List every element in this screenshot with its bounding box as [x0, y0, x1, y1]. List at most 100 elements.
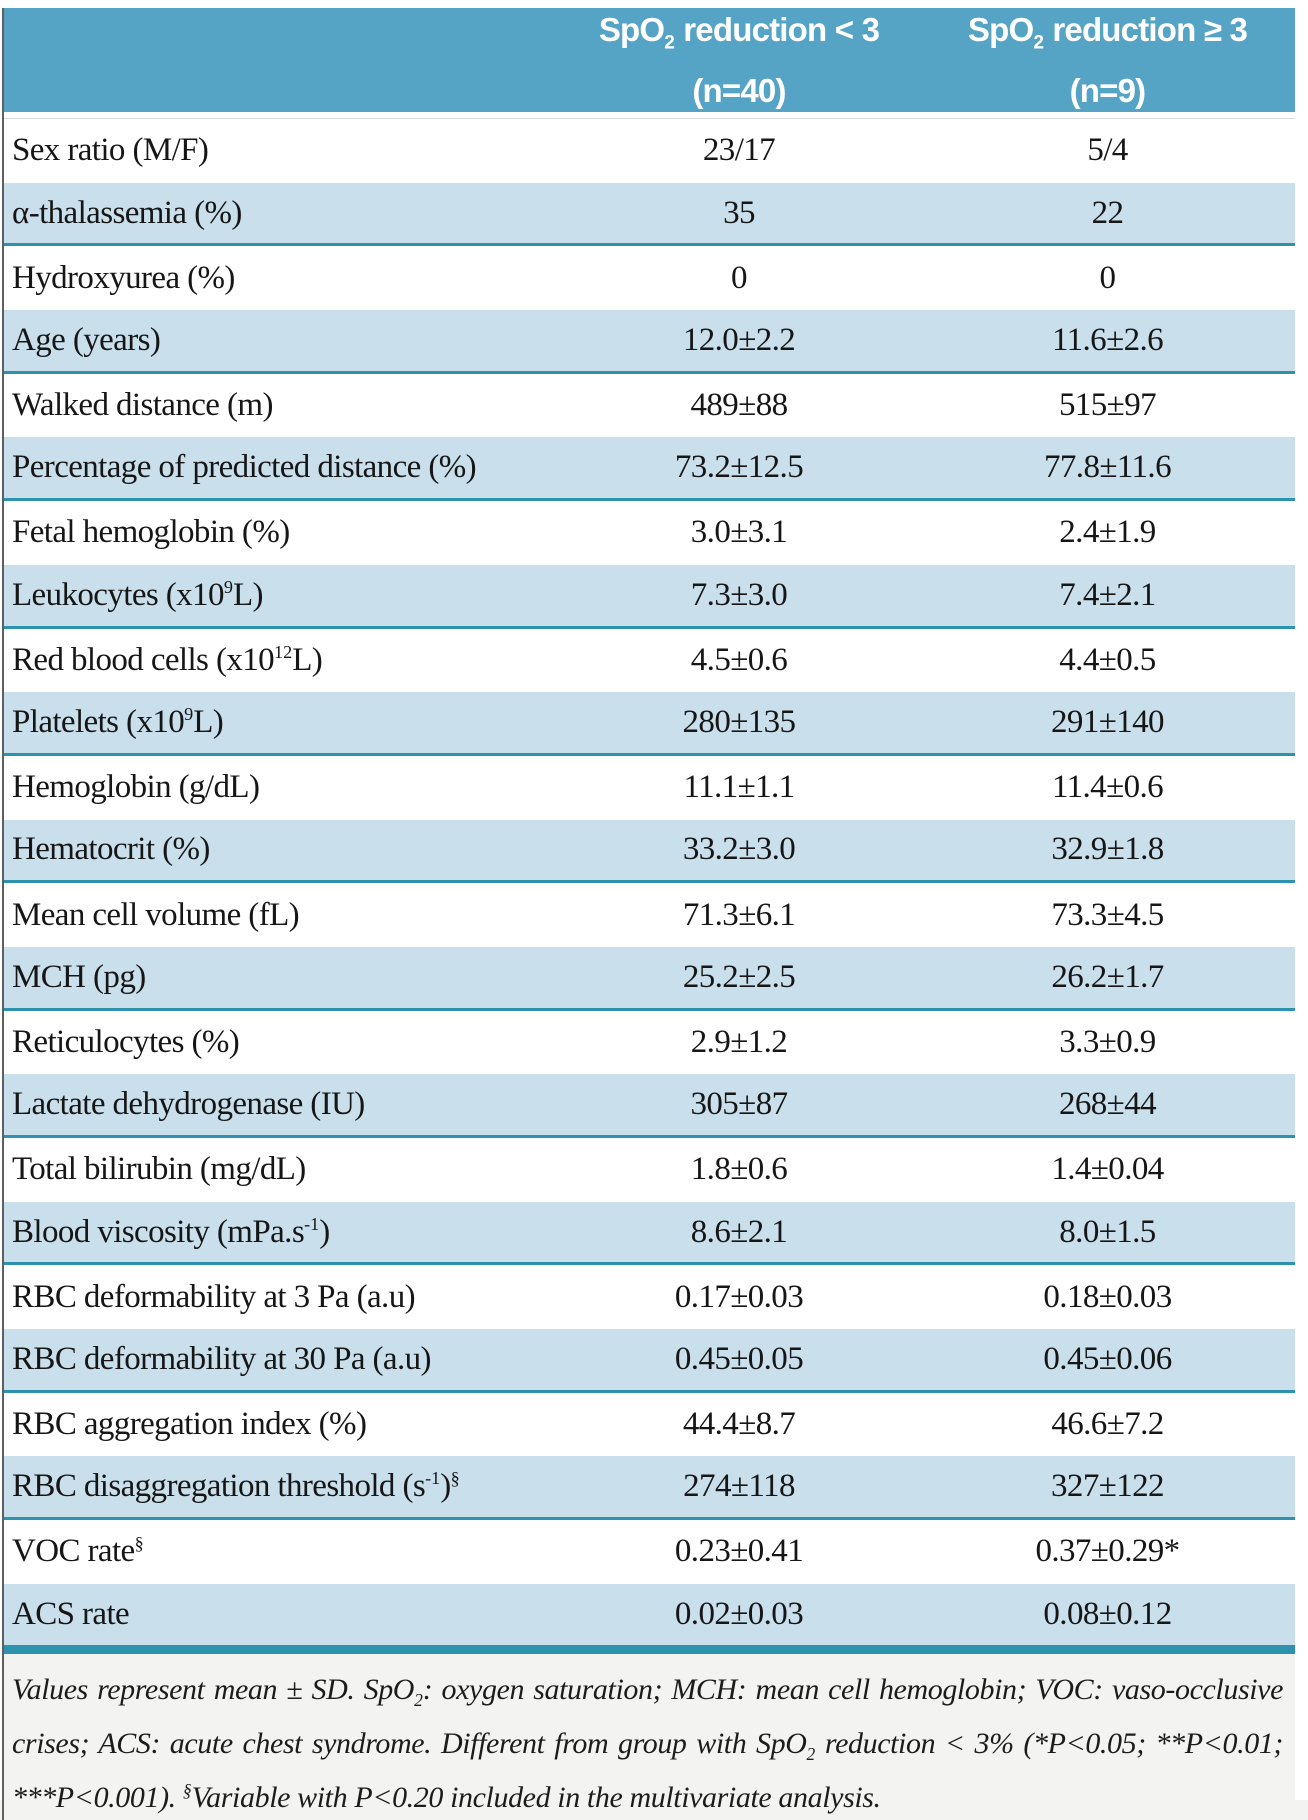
- row-value-group2: 327±122: [1051, 1468, 1165, 1505]
- row-value-group2: 77.8±11.6: [1044, 449, 1172, 486]
- row-label: Leukocytes (x109L): [12, 576, 263, 613]
- row-label: ACS rate: [12, 1595, 130, 1632]
- row-value-group2: 73.3±4.5: [1051, 896, 1164, 933]
- table-bottom-rule: [4, 1647, 1295, 1654]
- header-group1-n: (n=40): [692, 71, 786, 109]
- row-value-group1: 25.2±2.5: [682, 958, 796, 995]
- row-value-group2: 8.0±1.5: [1059, 1213, 1156, 1250]
- row-value-group2: 291±140: [1051, 704, 1165, 741]
- row-label: Hemoglobin (g/dL): [12, 769, 260, 806]
- table-row: Hydroxyurea (%) 0 0: [4, 246, 1295, 311]
- row-label: RBC aggregation index (%): [12, 1406, 367, 1443]
- header-group1: SpO2 reduction < 3 (n=40): [558, 8, 920, 112]
- row-value-group1: 2.9±1.2: [690, 1023, 788, 1060]
- table-row: RBC disaggregation threshold (s-1)§ 274±…: [4, 1456, 1295, 1521]
- row-value-group1: 71.3±6.1: [682, 896, 796, 933]
- row-value-group2: 5/4: [1087, 132, 1128, 169]
- row-value-group1: 4.5±0.6: [690, 641, 788, 678]
- row-label: Total bilirubin (mg/dL): [12, 1151, 306, 1188]
- row-label: Walked distance (m): [12, 387, 273, 424]
- header-group1-title: SpO2 reduction < 3: [598, 11, 880, 54]
- row-value-group1: 44.4±8.7: [682, 1406, 796, 1443]
- table-row: Walked distance (m) 489±88 515±97: [4, 373, 1295, 438]
- row-value-group2: 32.9±1.8: [1051, 831, 1164, 868]
- row-label: MCH (pg): [12, 958, 146, 995]
- table-row: Total bilirubin (mg/dL) 1.8±0.6 1.4±0.04: [4, 1138, 1295, 1202]
- row-value-group1: 0.17±0.03: [674, 1278, 804, 1315]
- table-row: Hematocrit (%) 33.2±3.0 32.9±1.8: [4, 819, 1295, 884]
- row-value-group2: 26.2±1.7: [1051, 958, 1164, 995]
- row-value-group2: 0.08±0.12: [1043, 1595, 1172, 1632]
- row-label: Hydroxyurea (%): [12, 259, 235, 296]
- row-value-group1: 280±135: [682, 704, 797, 741]
- table-row: Sex ratio (M/F) 23/17 5/4: [4, 119, 1295, 183]
- row-value-group2: 22: [1091, 194, 1124, 231]
- header-group2-title: SpO2 reduction ≥ 3: [967, 11, 1248, 54]
- table-row: Age (years) 12.0±2.2 11.6±2.6: [4, 310, 1295, 374]
- table-row: Mean cell volume (fL) 71.3±6.1 73.3±4.5: [4, 883, 1295, 947]
- row-value-group1: 23/17: [702, 132, 776, 169]
- row-value-group1: 0.45±0.05: [674, 1340, 804, 1377]
- row-value-group2: 46.6±7.2: [1051, 1406, 1164, 1443]
- table-row: Lactate dehydrogenase (IU) 305±87 268±44: [4, 1074, 1295, 1138]
- row-value-group1: 3.0±3.1: [690, 514, 788, 551]
- row-label: Platelets (x109L): [12, 704, 224, 741]
- row-value-group2: 3.3±0.9: [1059, 1023, 1156, 1060]
- header-group2: SpO2 reduction ≥ 3 (n=9): [920, 8, 1295, 112]
- row-value-group1: 274±118: [683, 1468, 795, 1505]
- row-value-group2: 11.6±2.6: [1051, 321, 1164, 358]
- row-value-group2: 7.4±2.1: [1059, 576, 1156, 613]
- row-value-group1: 305±87: [690, 1086, 788, 1123]
- header-body-gap: [4, 112, 1295, 118]
- table-row: RBC deformability at 30 Pa (a.u) 0.45±0.…: [4, 1329, 1295, 1393]
- table-row: Platelets (x109L) 280±135 291±140: [4, 692, 1295, 756]
- row-value-group2: 2.4±1.9: [1059, 514, 1156, 551]
- row-value-group1: 1.8±0.6: [690, 1151, 788, 1188]
- table-body: Sex ratio (M/F) 23/17 5/4 α-thalassemia …: [4, 118, 1295, 1648]
- row-value-group1: 0.02±0.03: [674, 1595, 804, 1632]
- row-value-group2: 0.37±0.29*: [1035, 1533, 1180, 1570]
- header-group2-n: (n=9): [1069, 71, 1147, 109]
- row-value-group2: 0.45±0.06: [1043, 1340, 1172, 1377]
- row-label: RBC deformability at 3 Pa (a.u): [12, 1278, 416, 1315]
- table-row: MCH (pg) 25.2±2.5 26.2±1.7: [4, 946, 1295, 1011]
- table-row: Blood viscosity (mPa.s-1) 8.6±2.1 8.0±1.…: [4, 1201, 1295, 1266]
- row-value-group1: 0: [731, 259, 748, 296]
- table-row: α-thalassemia (%) 35 22: [4, 182, 1295, 247]
- row-value-group1: 11.1±1.1: [683, 769, 795, 806]
- row-label: Mean cell volume (fL): [12, 896, 300, 933]
- row-label: RBC deformability at 30 Pa (a.u): [12, 1340, 431, 1377]
- table-header-row: SpO2 reduction < 3 (n=40) SpO2 reduction…: [4, 8, 1295, 112]
- table-row: Fetal hemoglobin (%) 3.0±3.1 2.4±1.9: [4, 501, 1295, 565]
- row-value-group1: 12.0±2.2: [682, 321, 796, 358]
- comparison-table: SpO2 reduction < 3 (n=40) SpO2 reduction…: [2, 8, 1295, 1820]
- row-label: Lactate dehydrogenase (IU): [12, 1086, 365, 1123]
- row-value-group2: 515±97: [1058, 387, 1157, 424]
- table-row: Hemoglobin (g/dL) 11.1±1.1 11.4±0.6: [4, 755, 1295, 820]
- row-label: Fetal hemoglobin (%): [12, 514, 290, 551]
- row-value-group1: 33.2±3.0: [682, 831, 796, 868]
- table-row: RBC aggregation index (%) 44.4±8.7 46.6±…: [4, 1392, 1295, 1457]
- table-row: Reticulocytes (%) 2.9±1.2 3.3±0.9: [4, 1010, 1295, 1075]
- row-label: α-thalassemia (%): [12, 194, 242, 231]
- row-label: Blood viscosity (mPa.s-1): [12, 1213, 330, 1250]
- row-value-group2: 0: [1099, 259, 1117, 296]
- table-row: Leukocytes (x109L) 7.3±3.0 7.4±2.1: [4, 564, 1295, 629]
- row-value-group1: 8.6±2.1: [690, 1213, 788, 1250]
- row-label: Percentage of predicted distance (%): [12, 449, 477, 486]
- table-row: Percentage of predicted distance (%) 73.…: [4, 437, 1295, 502]
- table-row: VOC rate§ 0.23±0.41 0.37±0.29*: [4, 1520, 1295, 1584]
- row-label: Sex ratio (M/F): [12, 132, 209, 169]
- row-label: Age (years): [12, 321, 161, 358]
- row-value-group2: 4.4±0.5: [1059, 641, 1156, 678]
- row-value-group1: 73.2±12.5: [674, 449, 804, 486]
- row-label: Hematocrit (%): [12, 831, 210, 868]
- row-value-group2: 1.4±0.04: [1051, 1151, 1164, 1188]
- table-row: RBC deformability at 3 Pa (a.u) 0.17±0.0…: [4, 1265, 1295, 1330]
- row-value-group2: 0.18±0.03: [1043, 1278, 1172, 1315]
- row-value-group1: 489±88: [690, 387, 788, 424]
- row-value-group2: 268±44: [1058, 1086, 1157, 1123]
- row-value-group1: 35: [723, 194, 755, 231]
- row-label: Reticulocytes (%): [12, 1023, 240, 1060]
